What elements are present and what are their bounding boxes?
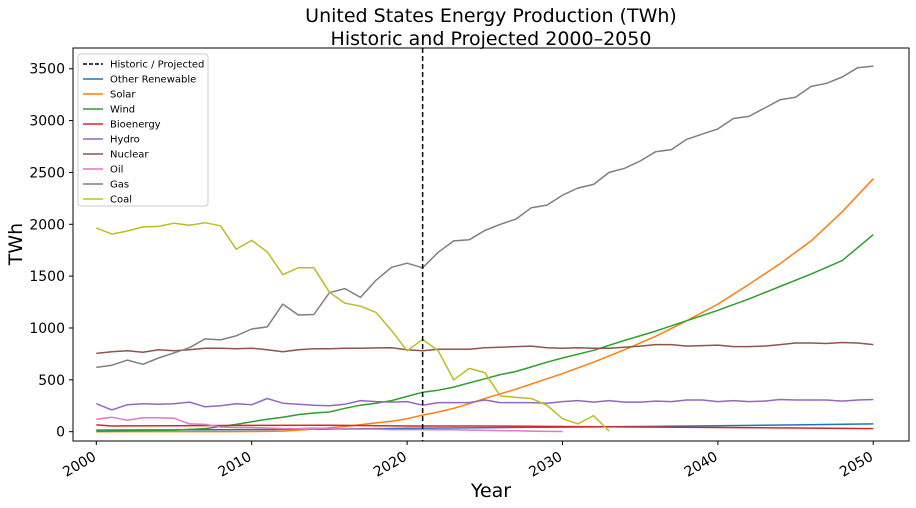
series-line-hydro <box>96 397 874 411</box>
x-axis-label: Year <box>470 480 511 502</box>
series-line-solar <box>96 178 874 433</box>
legend-label-gas: Gas <box>110 180 129 191</box>
legend-label-wind: Wind <box>110 105 135 116</box>
legend: Historic / Projected Other Renewable Solar… <box>77 53 209 207</box>
x-tick-label: 2020 <box>371 449 410 481</box>
y-tick-label: 3000 <box>29 114 65 130</box>
y-tick-label: 500 <box>38 373 65 389</box>
y-tick-label: 1500 <box>29 269 65 285</box>
x-tick-label: 2050 <box>837 449 876 481</box>
series-line-oil <box>96 416 563 433</box>
series-line-gas <box>96 65 874 369</box>
series-line-bioenergy <box>96 424 874 430</box>
series-layer <box>96 65 874 433</box>
legend-label-coal: Coal <box>110 195 132 206</box>
y-tick-label: 3500 <box>29 62 65 78</box>
series-line-coal <box>96 221 610 432</box>
x-tick-label: 2040 <box>682 449 721 481</box>
legend-label-solar: Solar <box>110 90 136 101</box>
chart-title: United States Energy Production (TWh) <box>305 5 677 27</box>
x-tick-label: 2030 <box>526 449 565 481</box>
plot-frame <box>72 47 910 442</box>
legend-label-nuclear: Nuclear <box>110 150 149 161</box>
legend-label-other-renewable: Other Renewable <box>110 75 196 86</box>
y-tick-label: 0 <box>56 425 65 441</box>
chart-subtitle: Historic and Projected 2000–2050 <box>331 28 652 50</box>
series-line-wind <box>96 234 874 432</box>
legend-label-oil: Oil <box>110 165 123 176</box>
legend-frame <box>77 53 209 207</box>
x-tick-label: 2000 <box>60 449 99 481</box>
x-axis-ticks: 2000 2010 2020 2030 2040 2050 <box>60 441 876 481</box>
legend-label-historic-projected: Historic / Projected <box>110 60 204 71</box>
x-tick-label: 2010 <box>216 449 255 481</box>
y-tick-label: 2500 <box>29 165 65 181</box>
series-line-other-renewable <box>96 423 874 431</box>
y-tick-label: 1000 <box>29 321 65 337</box>
y-axis-label: TWh <box>5 223 27 266</box>
legend-label-hydro: Hydro <box>110 135 140 146</box>
legend-entries: Historic / Projected Other Renewable Solar… <box>83 60 204 206</box>
y-tick-label: 2000 <box>29 217 65 233</box>
series-line-nuclear <box>96 341 874 355</box>
legend-label-bioenergy: Bioenergy <box>110 120 161 131</box>
y-axis-ticks: 0 500 1000 1500 2000 2500 3000 3500 <box>29 62 73 441</box>
